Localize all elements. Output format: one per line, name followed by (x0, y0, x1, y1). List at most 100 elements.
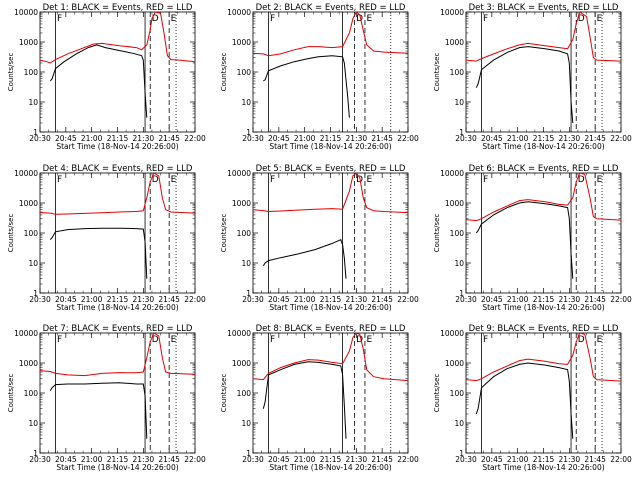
y-tick-label: 1 (246, 289, 251, 298)
y-tick-label: 10 (241, 419, 251, 428)
y-tick-label: 10 (241, 259, 251, 268)
y-tick-label: 10000 (440, 8, 464, 17)
x-tick-label: 20:45 (55, 134, 77, 143)
x-tick-label: 21:00 (294, 295, 316, 304)
x-tick-label: 21:00 (81, 295, 103, 304)
marker-label: F (57, 175, 62, 185)
y-tick-label: 1000 (19, 359, 38, 368)
y-tick-label: 1000 (232, 359, 251, 368)
y-tick-label: 10000 (227, 8, 251, 17)
y-tick-label: 100 (237, 389, 252, 398)
x-tick-label: 21:15 (107, 134, 129, 143)
x-tick-label: 21:15 (533, 455, 555, 464)
x-tick-label: 20:45 (55, 455, 77, 464)
marker-label: E (171, 14, 177, 24)
marker-label: F (270, 335, 275, 345)
x-axis-label: Start Time (18-Nov-14 20:26:00) (56, 463, 178, 472)
x-tick-label: 20:30 (29, 134, 51, 143)
x-tick-label: 21:15 (533, 134, 555, 143)
plot-frame (39, 332, 196, 454)
marker-label: E (597, 335, 603, 345)
y-tick-label: 1 (33, 128, 38, 137)
y-tick-label: 1000 (19, 38, 38, 47)
y-tick-label: 1000 (445, 359, 464, 368)
x-tick-label: 22:00 (610, 455, 632, 464)
x-tick-label: 21:30 (346, 295, 368, 304)
marker-label: F (483, 14, 488, 24)
x-tick-label: 20:45 (481, 455, 503, 464)
x-tick-label: 20:30 (455, 134, 477, 143)
x-tick-label: 21:45 (371, 134, 393, 143)
y-tick-label: 1000 (445, 199, 464, 208)
x-tick-label: 21:45 (158, 455, 180, 464)
y-tick-label: 10000 (440, 169, 464, 178)
y-tick-label: 1 (246, 128, 251, 137)
y-tick-label: 10 (454, 419, 464, 428)
y-axis-label: Counts/sec (220, 53, 228, 92)
x-axis-label: Start Time (18-Nov-14 20:26:00) (269, 142, 391, 151)
x-tick-label: 22:00 (397, 134, 419, 143)
x-tick-label: 21:00 (81, 134, 103, 143)
x-tick-label: 21:00 (507, 134, 529, 143)
series-events-line (263, 55, 350, 118)
x-tick-label: 22:00 (397, 455, 419, 464)
y-tick-label: 100 (24, 389, 39, 398)
x-tick-label: 21:15 (320, 455, 342, 464)
y-tick-label: 1 (459, 128, 464, 137)
plot-frame (465, 172, 622, 294)
marker-label: F (57, 335, 62, 345)
y-tick-label: 100 (450, 68, 465, 77)
panel-det-4: Det 4: BLACK = Events, RED = LLD 1 10 100 10… (7, 164, 206, 312)
panel-title: Det 5: BLACK = Events, RED = LLD (256, 164, 406, 174)
y-tick-label: 1 (246, 449, 251, 458)
marker-label: D (356, 335, 363, 345)
y-tick-label: 10 (28, 259, 38, 268)
x-tick-label: 21:45 (584, 455, 606, 464)
panel-det-6: Det 6: BLACK = Events, RED = LLD 1 10 100 10… (433, 164, 632, 312)
x-tick-label: 20:30 (242, 455, 264, 464)
marker-label: D (356, 175, 363, 185)
y-tick-label: 1000 (19, 199, 38, 208)
plot-frame (252, 332, 409, 454)
x-tick-label: 21:15 (320, 134, 342, 143)
x-axis-label: Start Time (18-Nov-14 20:26:00) (56, 303, 178, 312)
x-tick-label: 21:00 (507, 455, 529, 464)
series-events-line (49, 382, 148, 439)
x-tick-label: 21:15 (533, 295, 555, 304)
series-lld-line (466, 12, 621, 62)
marker-label: D (152, 335, 159, 345)
x-tick-label: 21:30 (559, 295, 581, 304)
marker-label: E (171, 175, 177, 185)
y-tick-label: 10000 (227, 329, 251, 338)
x-tick-label: 20:45 (55, 295, 77, 304)
x-tick-label: 21:15 (107, 455, 129, 464)
y-axis-label: Counts/sec (220, 214, 228, 253)
panel-title: Det 2: BLACK = Events, RED = LLD (256, 3, 406, 13)
y-tick-label: 100 (450, 229, 465, 238)
x-axis-label: Start Time (18-Nov-14 20:26:00) (56, 142, 178, 151)
y-tick-label: 100 (24, 68, 39, 77)
series-events-line (49, 227, 148, 279)
x-tick-label: 20:45 (481, 295, 503, 304)
x-tick-label: 21:30 (133, 134, 155, 143)
marker-label: F (57, 14, 62, 24)
y-tick-label: 1000 (232, 199, 251, 208)
plot-frame (39, 172, 196, 294)
series-lld-line (466, 173, 621, 222)
x-axis-label: Start Time (18-Nov-14 20:26:00) (482, 303, 604, 312)
series-events-line (475, 46, 574, 124)
x-tick-label: 21:30 (133, 295, 155, 304)
y-axis-label: Counts/sec (220, 374, 228, 413)
x-tick-label: 20:30 (242, 134, 264, 143)
y-tick-label: 1 (459, 289, 464, 298)
panel-title: Det 1: BLACK = Events, RED = LLD (43, 3, 193, 13)
x-tick-label: 21:45 (584, 295, 606, 304)
marker-label: F (270, 175, 275, 185)
x-tick-label: 22:00 (610, 295, 632, 304)
y-axis-label: Counts/sec (433, 53, 441, 92)
panel-title: Det 6: BLACK = Events, RED = LLD (469, 164, 619, 174)
plot-frame (465, 332, 622, 454)
x-tick-label: 20:30 (29, 455, 51, 464)
panel-title: Det 4: BLACK = Events, RED = LLD (43, 164, 193, 174)
